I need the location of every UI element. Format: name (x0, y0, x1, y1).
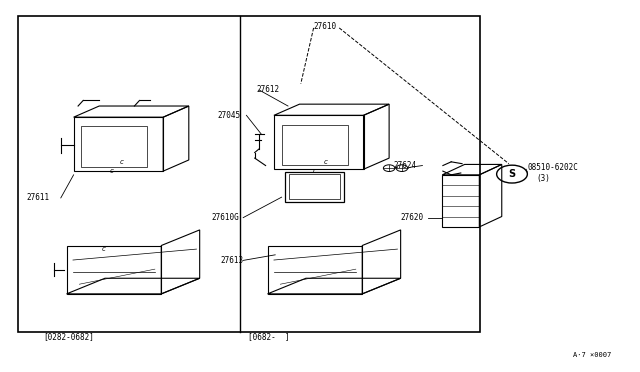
Text: 08510-6202C: 08510-6202C (528, 163, 579, 172)
Text: 27045: 27045 (218, 111, 241, 120)
Text: c: c (102, 246, 106, 252)
Text: 27620: 27620 (400, 213, 423, 222)
Text: c: c (323, 159, 327, 165)
Text: (3): (3) (536, 174, 550, 183)
Text: 27610G: 27610G (211, 213, 239, 222)
Text: 27624: 27624 (394, 161, 417, 170)
Text: c: c (120, 159, 124, 165)
Text: 27611: 27611 (27, 193, 50, 202)
Text: [0282-0682]: [0282-0682] (44, 332, 94, 341)
Text: A·7 ×0007: A·7 ×0007 (573, 352, 611, 358)
Text: 27612: 27612 (256, 85, 279, 94)
Text: c: c (110, 168, 114, 174)
Text: [0682-  ]: [0682- ] (248, 332, 290, 341)
Text: 27613: 27613 (221, 256, 244, 265)
Text: 27610: 27610 (314, 22, 337, 31)
Text: S: S (508, 169, 516, 179)
Text: c: c (313, 168, 317, 174)
